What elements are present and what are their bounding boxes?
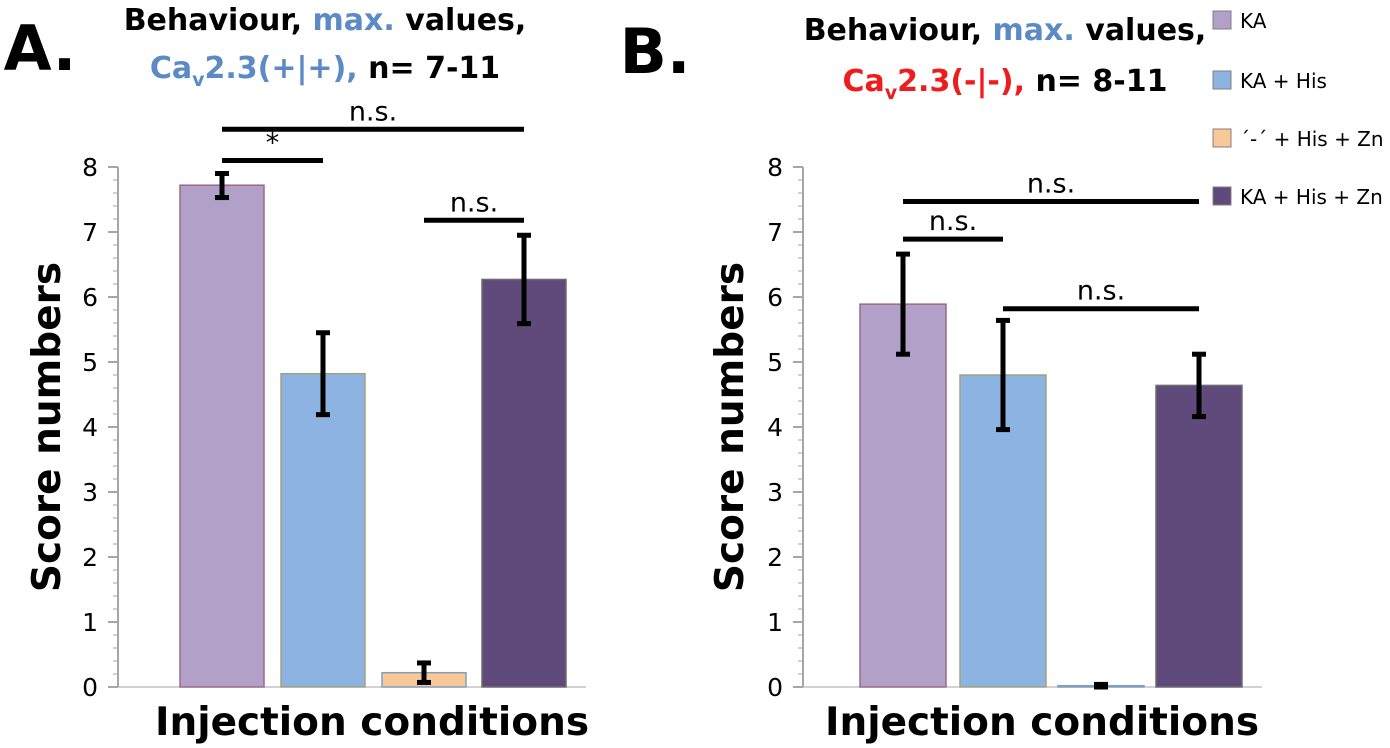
title-highlight: max. (313, 3, 395, 38)
y-tick-label: 3 (82, 478, 98, 507)
y-axis-label: Score numbers (25, 262, 70, 592)
bar-ka-his (280, 372, 366, 688)
significance-label: n.s. (1077, 276, 1125, 307)
chart-panel-a: A. Behaviour, max. values, Cav2.3(+|+), n=… (4, 3, 589, 745)
panel-label: A. (4, 12, 77, 85)
y-tick-label: 0 (767, 673, 783, 702)
legend-swatch (1212, 128, 1232, 148)
y-tick-label: 4 (767, 413, 783, 442)
y-tick-label: 4 (82, 413, 98, 442)
bar-ka-his-zn (1155, 384, 1243, 688)
genotype-subscript: v (885, 82, 898, 104)
title-highlight: max. (993, 13, 1075, 48)
title-text: Behaviour, (124, 3, 313, 38)
bar-ka-his-zn (481, 278, 567, 688)
sample-size: n= 8-11 (1025, 64, 1167, 99)
y-tick-label: 0 (82, 673, 98, 702)
bar-ka (859, 303, 947, 688)
genotype-label: 2.3(-|-), (897, 64, 1025, 99)
chart-title-line1: Behaviour, max. values, (124, 3, 527, 38)
chart-title-line1: Behaviour, max. values, (804, 13, 1207, 48)
significance-label: n.s. (1027, 168, 1075, 199)
bar-ka (179, 184, 265, 688)
legend-label: ´-´ + His + Zn (1240, 127, 1384, 151)
legend-label: KA (1240, 9, 1267, 33)
y-tick-label: 8 (767, 153, 783, 182)
y-tick-label: 1 (82, 608, 98, 637)
legend: KA KA + His ´-´ + His + Zn KA + His + Zn (1212, 9, 1384, 209)
genotype-label: Ca (150, 51, 192, 86)
y-tick-label: 3 (767, 478, 783, 507)
genotype-subscript: v (192, 69, 205, 91)
chart-title-line2: Cav2.3(+|+), n= 7-11 (150, 51, 500, 91)
chart-title-line2: Cav2.3(-|-), n= 8-11 (843, 64, 1168, 104)
y-tick-label: 2 (82, 543, 98, 572)
y-axis-label: Score numbers (708, 262, 753, 592)
y-tick-label: 5 (767, 348, 783, 377)
significance-label: n.s. (929, 206, 977, 237)
y-tick-label: 7 (82, 218, 98, 247)
legend-label: KA + His (1240, 69, 1327, 93)
genotype-label: 2.3(+|+), (204, 51, 357, 86)
genotype-label: Ca (843, 64, 885, 99)
y-tick-label: 8 (82, 153, 98, 182)
legend-swatch (1212, 186, 1232, 206)
y-tick-label: 6 (767, 283, 783, 312)
significance-label: * (266, 128, 280, 159)
sample-size: n= 7-11 (358, 51, 500, 86)
title-text: Behaviour, (804, 13, 993, 48)
chart-panel-b: B. Behaviour, max. values, Cav2.3(-|-), n=… (620, 13, 1262, 745)
panel-label: B. (620, 15, 691, 88)
legend-label: KA + His + Zn (1240, 185, 1383, 209)
y-tick-label: 1 (767, 608, 783, 637)
significance-label: n.s. (450, 187, 498, 218)
title-text: values, (1075, 13, 1206, 48)
legend-swatch (1212, 10, 1232, 30)
y-tick-label: 7 (767, 218, 783, 247)
y-tick-label: 2 (767, 543, 783, 572)
significance-label: n.s. (349, 96, 397, 127)
y-tick-label: 6 (82, 283, 98, 312)
y-tick-label: 5 (82, 348, 98, 377)
x-axis-label: Injection conditions (825, 700, 1259, 745)
legend-swatch (1212, 70, 1232, 90)
title-text: values, (395, 3, 526, 38)
x-axis-label: Injection conditions (155, 700, 589, 745)
